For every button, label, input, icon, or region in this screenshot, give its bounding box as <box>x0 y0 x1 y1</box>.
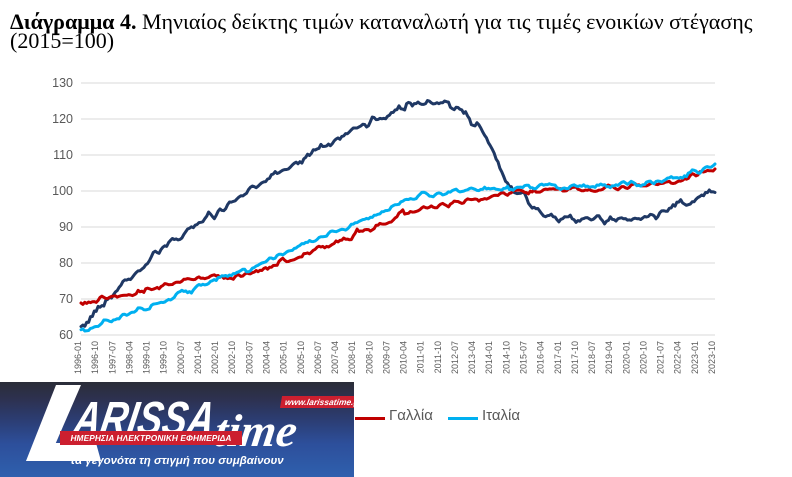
svg-text:2011-01: 2011-01 <box>416 341 426 373</box>
svg-text:2014-10: 2014-10 <box>501 341 511 374</box>
svg-text:1999-10: 1999-10 <box>159 341 169 374</box>
svg-text:2017-10: 2017-10 <box>570 341 580 374</box>
svg-text:2014-01: 2014-01 <box>484 341 494 374</box>
svg-text:2006-07: 2006-07 <box>313 341 323 374</box>
svg-text:2022-04: 2022-04 <box>673 341 683 374</box>
svg-text:2007-04: 2007-04 <box>330 341 340 374</box>
svg-text:2009-07: 2009-07 <box>381 341 391 374</box>
svg-text:100: 100 <box>52 184 73 198</box>
svg-text:90: 90 <box>59 220 73 234</box>
svg-text:2021-07: 2021-07 <box>656 341 666 374</box>
svg-text:2018-07: 2018-07 <box>587 341 597 374</box>
svg-text:2019-04: 2019-04 <box>604 341 614 374</box>
svg-text:120: 120 <box>52 112 73 126</box>
svg-text:2004-04: 2004-04 <box>262 341 272 374</box>
svg-text:80: 80 <box>59 256 73 270</box>
svg-text:2017-01: 2017-01 <box>553 341 563 374</box>
svg-text:2023-10: 2023-10 <box>707 341 717 374</box>
svg-text:1998-04: 1998-04 <box>124 341 134 374</box>
svg-text:2020-10: 2020-10 <box>639 341 649 374</box>
svg-text:2001-04: 2001-04 <box>193 341 203 374</box>
svg-text:1996-10: 1996-10 <box>90 341 100 374</box>
svg-text:2023-01: 2023-01 <box>690 341 700 374</box>
svg-text:130: 130 <box>52 76 73 90</box>
svg-text:60: 60 <box>59 328 73 342</box>
svg-text:2003-07: 2003-07 <box>244 341 254 374</box>
svg-text:1997-07: 1997-07 <box>107 341 117 374</box>
svg-text:2000-07: 2000-07 <box>176 341 186 374</box>
svg-text:2010-04: 2010-04 <box>399 341 409 374</box>
svg-text:1996-01: 1996-01 <box>73 341 83 374</box>
svg-text:2016-04: 2016-04 <box>536 341 546 374</box>
svg-text:2002-01: 2002-01 <box>210 341 220 374</box>
svg-text:2015-07: 2015-07 <box>519 341 529 374</box>
svg-text:2011-10: 2011-10 <box>433 341 443 373</box>
svg-text:110: 110 <box>53 148 73 162</box>
svg-text:2005-01: 2005-01 <box>279 341 289 374</box>
svg-text:1999-01: 1999-01 <box>142 341 152 374</box>
svg-text:2008-10: 2008-10 <box>364 341 374 374</box>
svg-text:2008-01: 2008-01 <box>347 341 357 374</box>
svg-text:2002-10: 2002-10 <box>227 341 237 374</box>
svg-text:2012-07: 2012-07 <box>450 341 460 374</box>
svg-text:2013-04: 2013-04 <box>467 341 477 374</box>
svg-text:2020-01: 2020-01 <box>621 341 631 374</box>
svg-text:2005-10: 2005-10 <box>296 341 306 374</box>
svg-text:70: 70 <box>59 292 73 306</box>
